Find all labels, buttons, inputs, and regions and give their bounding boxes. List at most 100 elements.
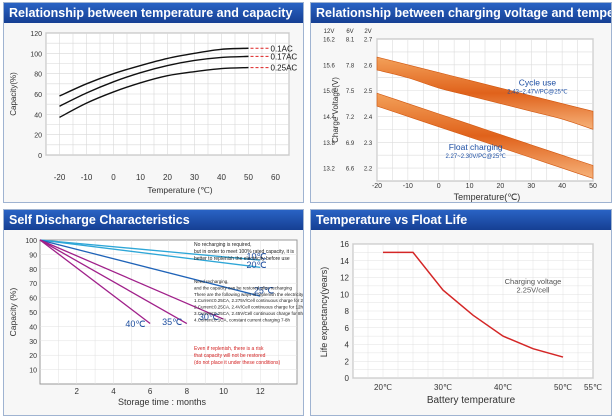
x-tick-label: 40 xyxy=(217,173,226,182)
y-tick-label: 40 xyxy=(29,324,37,331)
panel-title: Temperature vs Float Life xyxy=(311,210,611,230)
note-need-recharge: 3.Current:0.25CA, 2.45V/Cell continuous … xyxy=(194,311,303,316)
y-tick-label-2v: 2.5 xyxy=(364,89,373,95)
series-label: Cycle use xyxy=(519,77,557,87)
series-line xyxy=(39,239,261,261)
x-axis-label: Temperature (℃) xyxy=(147,185,212,195)
series-band xyxy=(376,56,594,130)
series-label: 25℃ xyxy=(254,285,274,295)
series-line xyxy=(39,239,224,320)
series-line xyxy=(39,239,261,297)
y-tick-label: 10 xyxy=(340,290,349,299)
y-tick-label-2v: 2.7 xyxy=(364,38,373,44)
series-label: Float charging xyxy=(449,142,503,152)
series-range-label: 2.27~2.30V/PC@25℃ xyxy=(446,154,507,160)
note-need-recharge: 1.Current:0.25CA, 2.275V/Cell continuous… xyxy=(194,298,303,303)
series-line xyxy=(59,55,249,107)
note-need-recharge: There are the following ways to replenis… xyxy=(194,292,303,297)
x-axis-label: Storage time : months xyxy=(118,397,207,407)
series-range-label: 2.43~2.47V/PC@25℃ xyxy=(507,89,568,95)
note-no-recharge: No recharging is required, xyxy=(194,242,252,248)
y-tick-label-2v: 2.3 xyxy=(364,141,373,147)
note-need-recharge: Need recharging, xyxy=(194,279,229,284)
x-tick-label: 30 xyxy=(527,183,535,190)
x-tick-label: 0 xyxy=(437,183,441,190)
y-tick-label: 100 xyxy=(25,238,37,245)
x-axis-label: Temperature(℃) xyxy=(454,192,521,202)
x-tick-label: 10 xyxy=(136,173,145,182)
y-axis-label: Life expectancy(years) xyxy=(319,267,329,358)
y-axis-label: Capacity(%) xyxy=(9,72,18,116)
y-tick-label-2v: 2.2 xyxy=(364,167,373,173)
y-tick-label-12v: 15.0 xyxy=(323,89,335,95)
series-label: 40℃ xyxy=(125,319,145,329)
x-tick-label: 30 xyxy=(190,173,199,182)
x-tick-label: -10 xyxy=(403,183,413,190)
y-tick-label: 80 xyxy=(34,72,42,79)
series-band xyxy=(376,92,594,179)
y-tick-label: 90 xyxy=(29,252,37,259)
annotation-text: 2.25V/cell xyxy=(517,286,550,295)
y-axis-label: Charge Voltage(V) xyxy=(331,77,340,143)
series-label: 20℃ xyxy=(247,260,267,270)
series-label: 30℃ xyxy=(199,312,219,322)
series-label: 35℃ xyxy=(162,317,182,327)
y-tick-label: 10 xyxy=(29,368,37,375)
y-tick-label: 2 xyxy=(345,357,350,366)
x-tick-label: 0 xyxy=(111,173,116,182)
x-tick-label: 4 xyxy=(111,387,116,396)
y-tick-label: 6 xyxy=(345,324,350,333)
y-tick-label: 0 xyxy=(345,374,350,383)
panel-title: Self Discharge Characteristics xyxy=(4,210,303,230)
panel-float-life: Temperature vs Float Life 0 2 4 6 8 10 12 14 16 2… xyxy=(310,209,612,416)
y-tick-label: 8 xyxy=(345,307,350,316)
series-label: 10℃ xyxy=(247,251,267,261)
y-tick-label: 12 xyxy=(340,274,349,283)
x-tick-label: 30℃ xyxy=(434,383,452,392)
x-tick-label: -10 xyxy=(81,173,93,182)
note-no-recharge: better to replenish the electricity befo… xyxy=(194,256,290,262)
y-tick-label: 60 xyxy=(34,92,42,99)
x-tick-label: 20 xyxy=(497,183,505,190)
y-tick-label-12v: 15.6 xyxy=(323,63,335,69)
y-tick-label-12v: 13.8 xyxy=(323,141,335,147)
panel-title: Relationship between temperature and cap… xyxy=(4,3,303,23)
y-tick-label: 4 xyxy=(345,341,350,350)
series-label: 0.25AC xyxy=(271,64,298,73)
series-line xyxy=(59,66,249,119)
y-tick-label: 60 xyxy=(29,296,37,303)
y-axis-label: Capacity (%) xyxy=(8,288,18,337)
col-header: 6V xyxy=(346,29,353,35)
y-tick-label: 40 xyxy=(34,112,42,119)
y-tick-label: 20 xyxy=(34,133,42,140)
panel-voltage-temp: Relationship between charging voltage an… xyxy=(310,2,612,203)
y-tick-label: 14 xyxy=(340,257,349,266)
note-warning: that capacity will not be restored xyxy=(194,353,266,359)
y-tick-label-12v: 14.4 xyxy=(323,115,335,121)
y-tick-label-6v: 7.5 xyxy=(346,89,355,95)
x-tick-label: -20 xyxy=(372,183,382,190)
x-tick-label: 50 xyxy=(589,183,597,190)
x-tick-label: 50 xyxy=(244,173,253,182)
y-tick-label: 80 xyxy=(29,267,37,274)
series-label: 0.1AC xyxy=(271,44,293,53)
y-tick-label-12v: 13.2 xyxy=(323,167,335,173)
chart-temp-capacity: 0 20 40 60 80 100 120 -20 -10 0 10 20 30 40 50 60 Temper… xyxy=(9,31,298,195)
x-tick-label: 40℃ xyxy=(494,383,512,392)
series-line xyxy=(39,239,261,269)
series-line xyxy=(383,251,564,358)
x-tick-label: 20℃ xyxy=(374,383,392,392)
panel-self-discharge: Self Discharge Characteristics 10 20 30 40 5… xyxy=(3,209,304,416)
note-warning: (do not place it under these conditions) xyxy=(194,360,280,366)
note-need-recharge: 4.Current:0.1CA, constant current chargi… xyxy=(194,317,291,322)
col-header: 12V xyxy=(324,29,335,35)
col-header: 2V xyxy=(364,29,371,35)
y-tick-label-2v: 2.4 xyxy=(364,115,373,121)
y-tick-label-6v: 6.6 xyxy=(346,167,355,173)
y-tick-label: 30 xyxy=(29,339,37,346)
y-tick-label-6v: 7.8 xyxy=(346,63,355,69)
x-tick-label: -20 xyxy=(54,173,66,182)
x-tick-label: 40 xyxy=(558,183,566,190)
note-warning: Even if replenish, there is a risk xyxy=(194,346,264,352)
y-tick-label: 20 xyxy=(29,353,37,360)
